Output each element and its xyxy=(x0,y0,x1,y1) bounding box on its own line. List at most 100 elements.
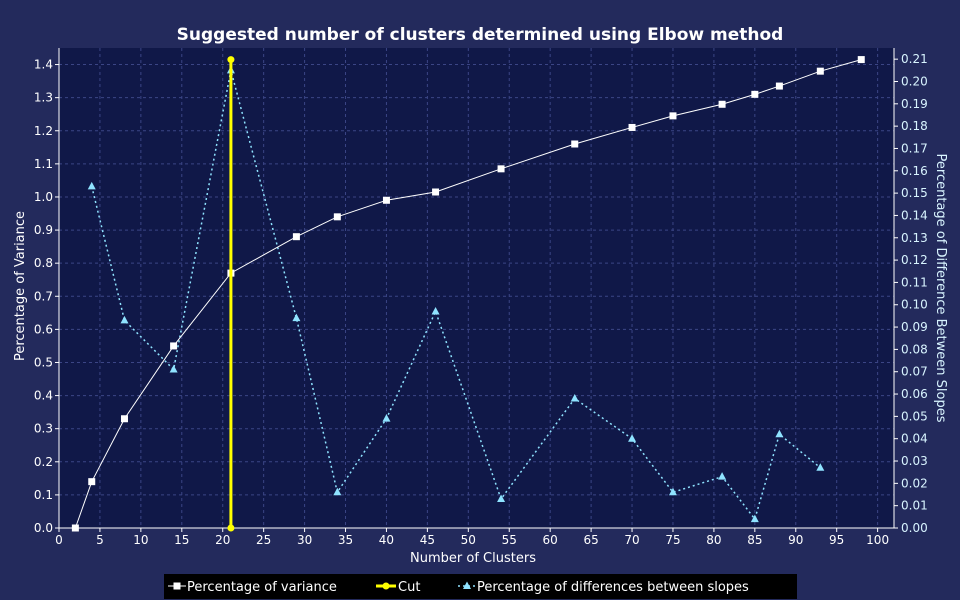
y-tick-label: 0.8 xyxy=(34,256,53,270)
y2-tick-label: 0.17 xyxy=(901,141,928,155)
y-tick-label: 0.4 xyxy=(34,389,53,403)
x-tick-label: 60 xyxy=(543,533,558,547)
y-tick-label: 1.1 xyxy=(34,157,53,171)
y2-tick-label: 0.16 xyxy=(901,164,928,178)
cut-point xyxy=(227,524,235,532)
variance-point xyxy=(571,140,579,148)
x-tick-label: 65 xyxy=(583,533,598,547)
y-tick-label: 0.1 xyxy=(34,488,53,502)
slope-difference-point xyxy=(292,313,301,322)
variance-point xyxy=(432,188,440,196)
x-tick-label: 15 xyxy=(174,533,189,547)
y2-tick-label: 0.15 xyxy=(901,186,928,200)
x-tick-label: 35 xyxy=(338,533,353,547)
slope-difference-point xyxy=(169,364,178,373)
slope-difference-point xyxy=(333,487,342,496)
legend-circle-marker xyxy=(382,582,390,590)
variance-point xyxy=(497,165,505,173)
y2-tick-label: 0.05 xyxy=(901,409,928,423)
y2-tick-label: 0.07 xyxy=(901,365,928,379)
slope-difference-point xyxy=(775,429,784,438)
y-axis-label: Percentage of Variance xyxy=(13,211,28,361)
x-tick-label: 0 xyxy=(55,533,63,547)
x-tick-label: 20 xyxy=(215,533,230,547)
axes: 0 5 10 15 20 25 30 35 40 45 50 55 60 65 70 75 80 85 90 95 10… xyxy=(34,48,928,547)
x-tick-label: 30 xyxy=(297,533,312,547)
slope-difference-point xyxy=(497,494,506,502)
slope-difference-point xyxy=(718,472,727,480)
slope-difference-point xyxy=(570,394,579,402)
y2-tick-label: 0.14 xyxy=(901,208,928,222)
y-tick-label: 1.2 xyxy=(34,124,53,138)
y-tick-label: 0.5 xyxy=(34,355,53,369)
slope-difference-point xyxy=(816,463,825,471)
chart-title: Suggested number of clusters determined … xyxy=(177,25,784,45)
variance-point xyxy=(718,100,726,108)
y2-tick-label: 0.19 xyxy=(901,97,928,111)
y-tick-label: 0.6 xyxy=(34,322,53,336)
x-tick-label: 85 xyxy=(747,533,762,547)
x-tick-label: 40 xyxy=(379,533,394,547)
x-tick-label: 80 xyxy=(706,533,721,547)
variance-point xyxy=(71,524,79,532)
slope-difference-point xyxy=(628,434,637,442)
slope-difference-point xyxy=(431,306,440,315)
series-layer xyxy=(71,56,865,532)
x-tick-label: 50 xyxy=(461,533,476,547)
slope-difference-point xyxy=(87,181,96,190)
y2-tick-label: 0.06 xyxy=(901,387,928,401)
y2-tick-label: 0.18 xyxy=(901,119,928,133)
x-tick-label: 55 xyxy=(502,533,517,547)
legend: Percentage of variance Cut Percentage of… xyxy=(164,574,797,599)
y2-tick-label: 0.20 xyxy=(901,74,928,88)
grid-lines xyxy=(59,48,894,528)
variance-point xyxy=(775,82,783,90)
y-tick-label: 1.4 xyxy=(34,58,53,72)
x-tick-label: 45 xyxy=(420,533,435,547)
variance-point xyxy=(751,90,759,98)
y-tick-label: 1.3 xyxy=(34,91,53,105)
y-tick-label: 0.9 xyxy=(34,223,53,237)
y-tick-label: 0.2 xyxy=(34,455,53,469)
variance-point xyxy=(292,233,300,241)
y2-tick-label: 0.03 xyxy=(901,454,928,468)
y2-tick-label: 0.21 xyxy=(901,52,928,66)
x-tick-label: 90 xyxy=(788,533,803,547)
variance-line xyxy=(74,59,862,529)
y-tick-label: 1.0 xyxy=(34,190,53,204)
legend-item-cut: Cut xyxy=(376,580,420,595)
x-tick-label: 10 xyxy=(133,533,148,547)
legend-item-variance: Percentage of variance xyxy=(168,580,337,595)
variance-point xyxy=(669,112,677,120)
y2-tick-label: 0.10 xyxy=(901,298,928,312)
x-tick-label: 75 xyxy=(665,533,680,547)
slope-difference-point xyxy=(668,487,677,496)
y2-tick-label: 0.12 xyxy=(901,253,928,267)
legend-item-slope-diff: Percentage of differences between slopes xyxy=(458,580,749,595)
x-axis-label: Number of Clusters xyxy=(410,551,536,566)
y2-tick-label: 0.01 xyxy=(901,499,928,513)
slope-difference-point xyxy=(120,315,129,324)
y-tick-label: 0.3 xyxy=(34,422,53,436)
variance-point xyxy=(120,415,128,423)
legend-square-marker xyxy=(173,582,181,590)
legend-label-variance: Percentage of variance xyxy=(187,580,337,595)
y-tick-label: 0.0 xyxy=(34,521,53,535)
y2-tick-label: 0.02 xyxy=(901,476,928,490)
legend-label-cut: Cut xyxy=(398,580,420,595)
legend-triangle-marker xyxy=(463,581,471,589)
x-tick-label: 100 xyxy=(866,533,889,547)
variance-point xyxy=(816,67,824,75)
y2-tick-label: 0.08 xyxy=(901,342,928,356)
x-tick-label: 25 xyxy=(256,533,271,547)
legend-background xyxy=(164,574,797,599)
y2-tick-label: 0.00 xyxy=(901,521,928,535)
legend-label-slope-diff: Percentage of differences between slopes xyxy=(477,580,749,595)
y2-tick-label: 0.09 xyxy=(901,320,928,334)
y2-tick-label: 0.04 xyxy=(901,432,928,446)
y2-tick-label: 0.11 xyxy=(901,275,928,289)
plot-area xyxy=(59,48,894,528)
slope-difference-point xyxy=(382,414,391,422)
